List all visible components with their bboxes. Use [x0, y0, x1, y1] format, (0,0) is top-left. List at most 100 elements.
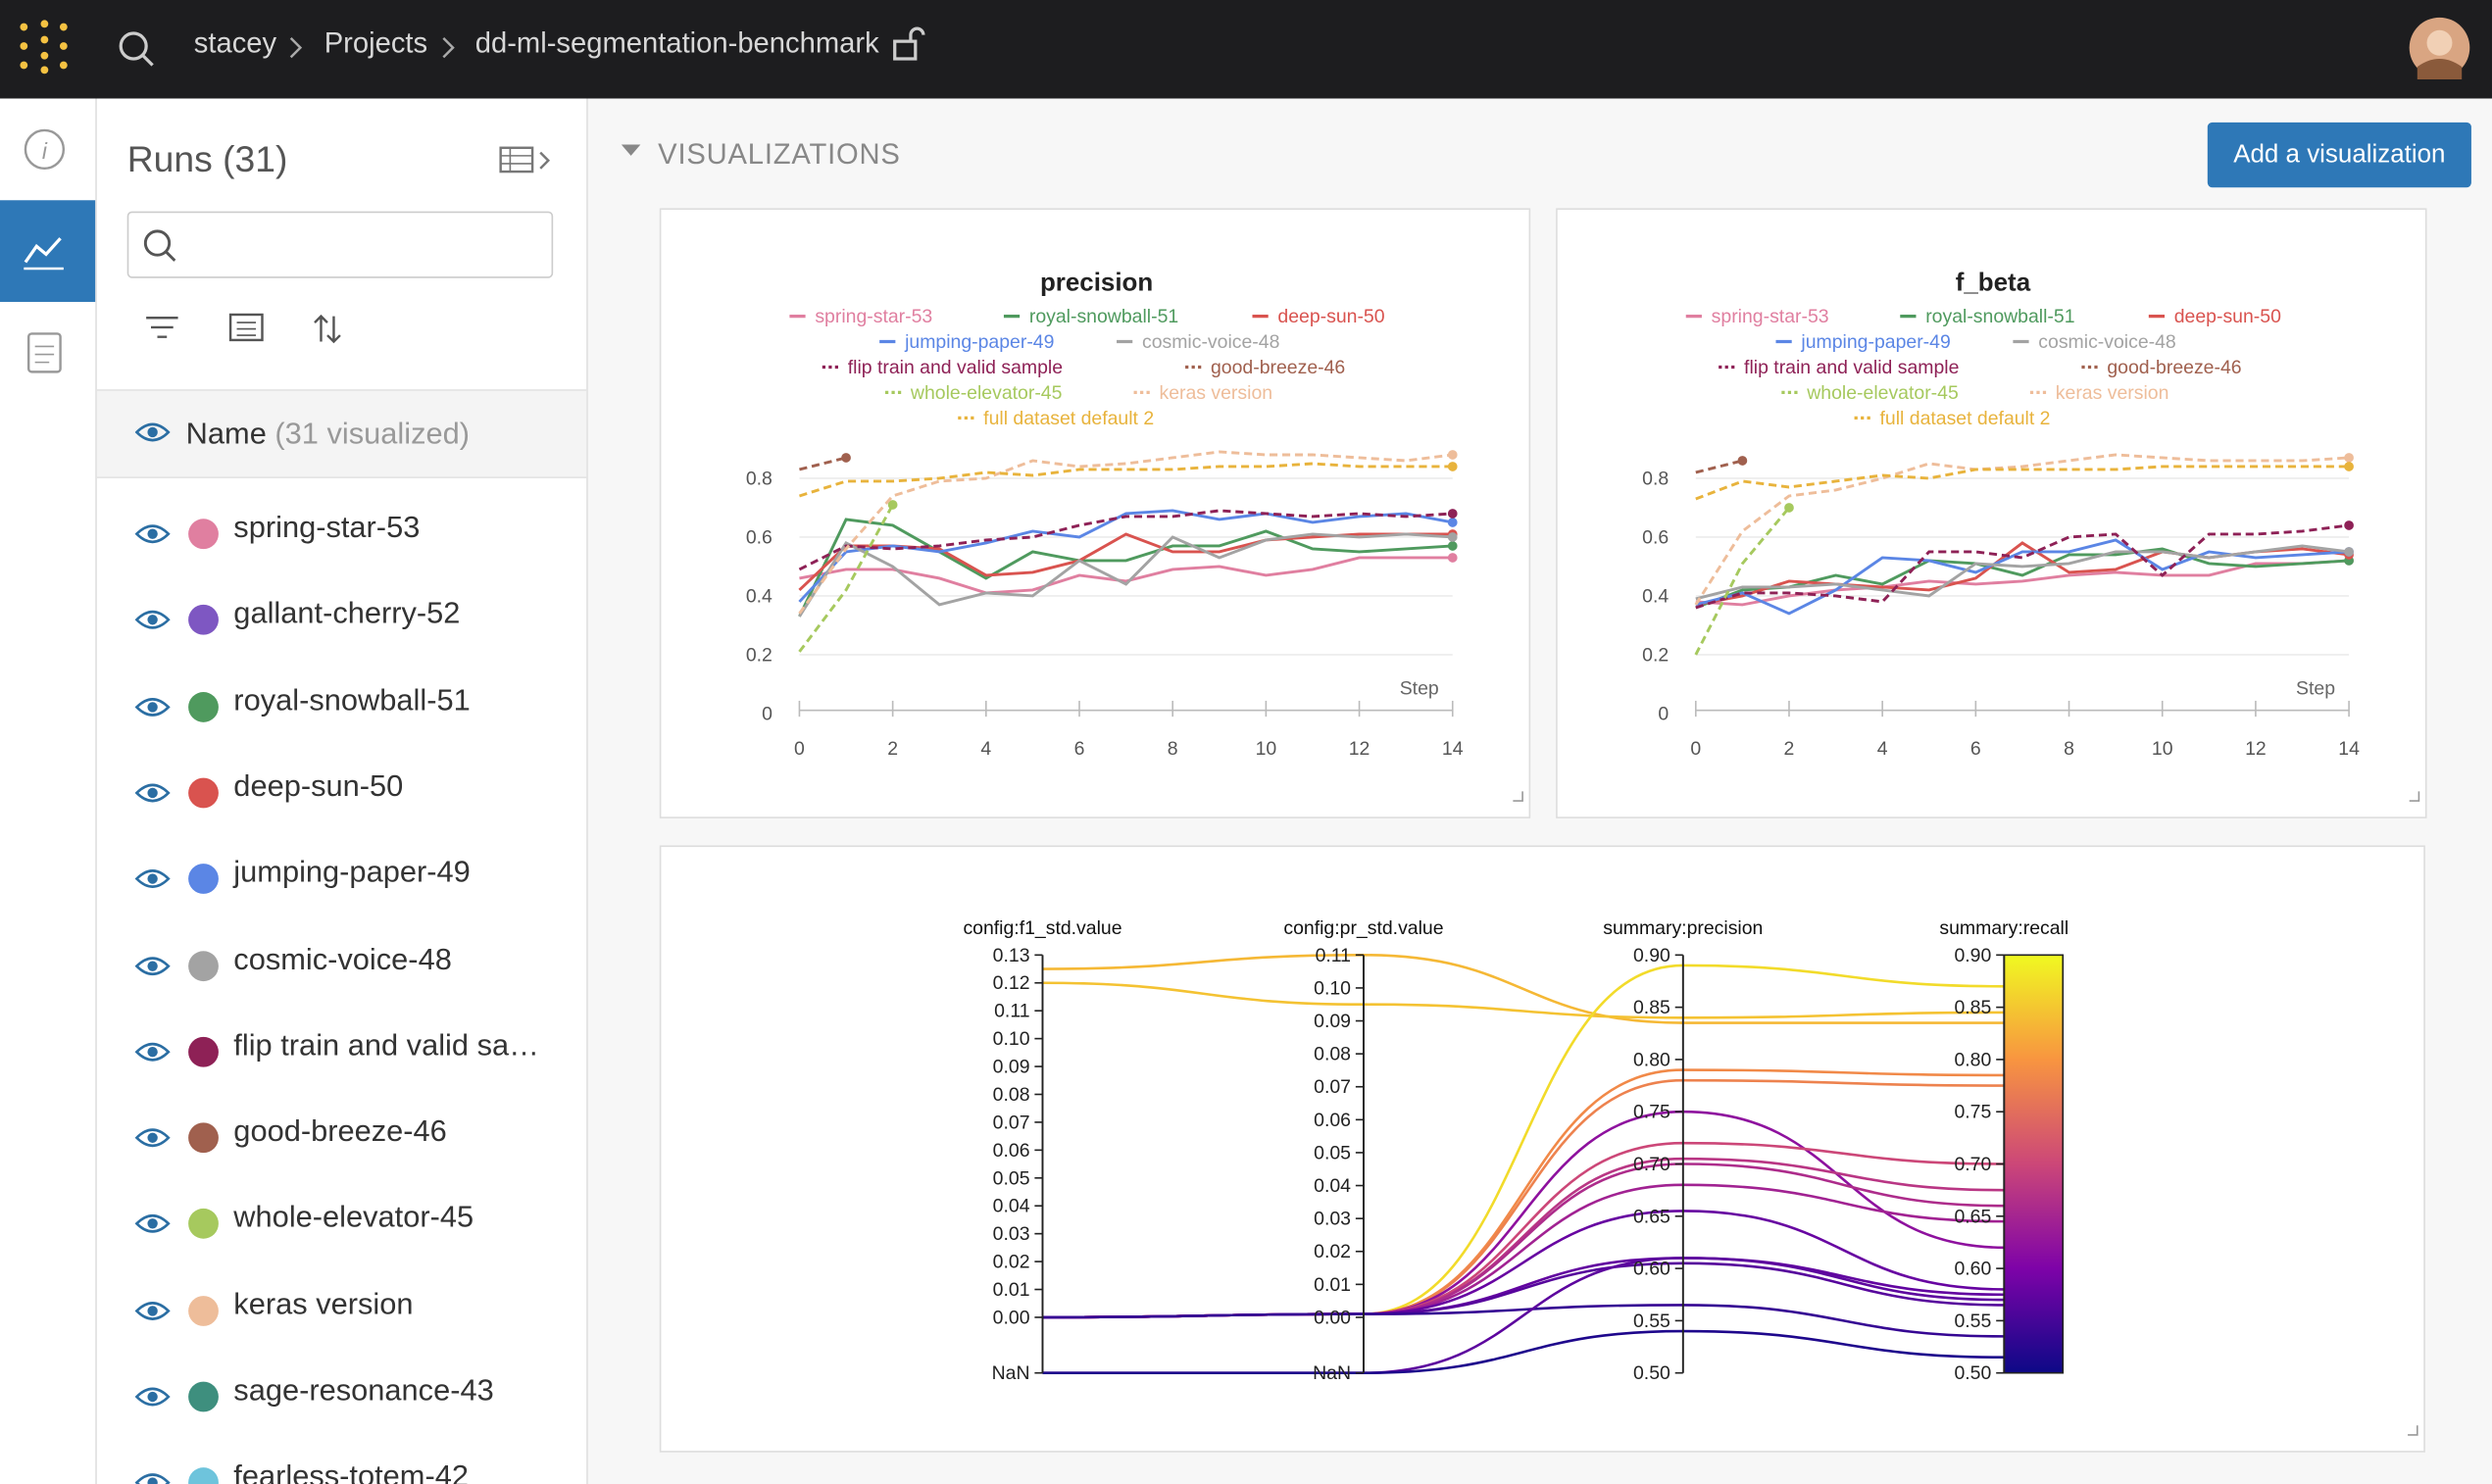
eye-pupil — [147, 1391, 158, 1403]
breadcrumb-projects[interactable]: Projects — [324, 26, 428, 59]
legend-label: full dataset default 2 — [1880, 408, 2051, 429]
main: VISUALIZATIONS Add a visualization preci… — [587, 98, 2492, 1484]
eye-outline — [134, 524, 171, 544]
axis-tick-label: 0.55 — [1954, 1311, 1991, 1332]
run-icons — [134, 1381, 219, 1412]
eye-icon[interactable] — [134, 524, 171, 544]
series-end-point — [1447, 509, 1458, 519]
series-end-point — [841, 453, 851, 463]
axis-tick-label: 0.12 — [993, 972, 1030, 994]
search-input[interactable] — [126, 211, 554, 278]
eye-pupil — [147, 1477, 158, 1484]
run-name[interactable]: flip train and valid sa… — [233, 1029, 539, 1064]
run-tools[interactable] — [141, 310, 348, 348]
avatar[interactable] — [2408, 16, 2471, 80]
legend-label: full dataset default 2 — [983, 408, 1154, 429]
run-row: fearless-totem-42 — [97, 1426, 586, 1484]
axis-title: config:f1_std.value — [963, 917, 1121, 939]
series-end-point — [1447, 553, 1458, 563]
eye-icon[interactable] — [134, 869, 171, 889]
run-name[interactable]: whole-elevator-45 — [233, 1202, 474, 1236]
axis-tick-label: 0.70 — [1633, 1154, 1670, 1175]
x-tick-label: 4 — [980, 738, 991, 760]
series-end-point — [1447, 532, 1458, 542]
legend-label: deep-sun-50 — [2174, 306, 2281, 327]
eye-icon[interactable] — [134, 1301, 171, 1320]
run-name[interactable]: sage-resonance-43 — [233, 1374, 494, 1409]
run-name[interactable]: cosmic-voice-48 — [233, 943, 452, 977]
run-color — [188, 691, 219, 722]
axis-tick-label: 0.07 — [993, 1112, 1030, 1133]
eye-icon[interactable] — [134, 420, 171, 445]
run-name[interactable]: deep-sun-50 — [233, 770, 404, 805]
eye-icon[interactable] — [134, 956, 171, 975]
x-tick-label: 0 — [1690, 738, 1701, 760]
run-name[interactable]: royal-snowball-51 — [233, 684, 471, 718]
run-name[interactable]: gallant-cherry-52 — [233, 598, 461, 632]
axis-tick-label: 0.13 — [993, 945, 1030, 966]
legend-label: keras version — [1159, 382, 1272, 404]
eye-icon[interactable] — [134, 697, 171, 717]
legend-label: good-breeze-46 — [2107, 357, 2241, 378]
axis-tick-label: 0.00 — [1314, 1307, 1351, 1328]
series-end-point — [887, 500, 898, 510]
run-icons — [134, 691, 219, 722]
chevron — [289, 37, 303, 59]
eye-icon[interactable] — [134, 1214, 171, 1234]
axis-tick-label: 0.01 — [993, 1279, 1030, 1301]
y-tick-label: 0.6 — [1642, 526, 1669, 548]
run-name[interactable]: good-breeze-46 — [233, 1115, 447, 1150]
run-name[interactable]: spring-star-53 — [233, 512, 421, 546]
chart-title: precision — [1040, 270, 1153, 297]
series-line — [1694, 507, 1791, 656]
legend-label: whole-elevator-45 — [910, 382, 1063, 404]
eye-icon[interactable] — [134, 1128, 171, 1148]
legend-label: royal-snowball-51 — [1925, 306, 2074, 327]
eye-pupil — [147, 701, 158, 712]
eye-icon[interactable] — [134, 611, 171, 630]
series-line — [1695, 465, 2350, 501]
run-name[interactable]: keras version — [233, 1288, 414, 1322]
run-icons — [134, 1467, 219, 1484]
eye-pupil — [147, 1305, 158, 1316]
legend-label: good-breeze-46 — [1211, 357, 1345, 378]
axis-title: summary:precision — [1603, 917, 1763, 939]
y-tick-label: 0.8 — [1642, 468, 1669, 489]
series-end-point — [2344, 453, 2354, 463]
eye-icon[interactable] — [134, 1042, 171, 1062]
lock-icon[interactable] — [890, 25, 928, 64]
eye-icon[interactable] — [134, 783, 171, 803]
run-color — [188, 950, 219, 981]
run-row: spring-star-53 — [97, 476, 586, 563]
series-line — [1695, 544, 2350, 601]
run-name[interactable]: fearless-totem-42 — [233, 1460, 469, 1484]
search-icon[interactable] — [115, 27, 159, 72]
visualized-count: (31 visualized) — [274, 418, 471, 452]
legend-label: cosmic-voice-48 — [1142, 331, 1279, 353]
run-row: deep-sun-50 — [97, 735, 586, 821]
series-line — [799, 556, 1453, 595]
axis-title: summary:recall — [1939, 917, 2068, 939]
breadcrumb-project[interactable]: dd-ml-segmentation-benchmark — [474, 26, 879, 59]
eye-icon[interactable] — [134, 1387, 171, 1407]
series-end-point — [2344, 462, 2354, 471]
axis-tick-label: 0.08 — [1314, 1044, 1351, 1065]
series-end-point — [1737, 456, 1748, 466]
eye-outline — [134, 611, 171, 630]
axis-tick-label: 0.70 — [1954, 1154, 1991, 1175]
breadcrumb-user[interactable]: stacey — [193, 26, 277, 59]
run-row: sage-resonance-43 — [97, 1340, 586, 1426]
run-row: jumping-paper-49 — [97, 821, 586, 908]
collapse-toggle[interactable] — [620, 143, 642, 159]
run-name[interactable]: jumping-paper-49 — [233, 857, 471, 891]
axis-tick-label: 0.02 — [993, 1252, 1030, 1273]
axis-tick-label: 0.06 — [1314, 1110, 1351, 1131]
add-visualization-button[interactable]: Add a visualization — [2207, 122, 2471, 188]
name-header-text: Name — [185, 418, 267, 452]
legend-label: keras version — [2056, 382, 2169, 404]
series-line — [798, 509, 1454, 603]
table-toggle[interactable] — [497, 143, 558, 178]
y-tick-label: 0.8 — [746, 468, 773, 489]
eye-icon[interactable] — [134, 1473, 171, 1484]
legend-label: royal-snowball-51 — [1029, 306, 1178, 327]
